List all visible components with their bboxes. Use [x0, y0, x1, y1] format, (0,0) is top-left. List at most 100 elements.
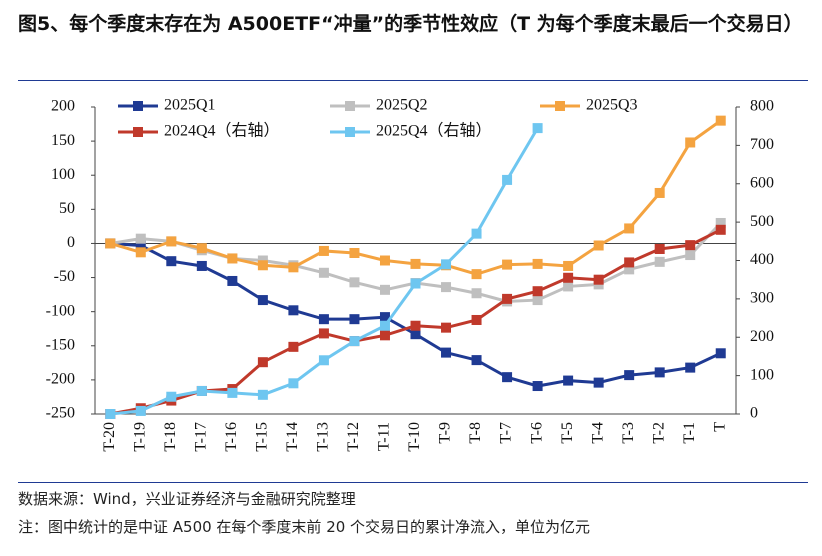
x-tick-label: T-15	[254, 422, 271, 452]
legend-label: 2024Q4（右轴）	[164, 122, 280, 140]
point	[135, 247, 146, 258]
point	[410, 329, 421, 340]
legend-label: 2025Q1	[164, 97, 216, 114]
point	[563, 272, 574, 283]
point	[257, 260, 268, 271]
point	[593, 377, 604, 388]
point	[379, 312, 390, 323]
legend-label: 2025Q4（右轴）	[376, 122, 492, 140]
point	[563, 260, 574, 271]
x-tick-label: T-18	[162, 422, 179, 452]
x-tick-label: T-10	[406, 422, 423, 452]
point	[532, 381, 543, 392]
point	[410, 258, 421, 269]
point	[502, 372, 513, 383]
legend-marker	[555, 101, 565, 111]
point	[349, 247, 360, 258]
point	[624, 370, 635, 381]
point	[715, 115, 726, 126]
point	[105, 238, 116, 249]
point	[135, 405, 146, 416]
point	[715, 348, 726, 359]
point	[288, 305, 299, 316]
point	[410, 278, 421, 289]
x-tick-label: T-19	[131, 422, 148, 452]
point	[685, 137, 696, 148]
x-tick-label: T-13	[315, 422, 332, 452]
point	[318, 245, 329, 256]
point	[654, 243, 665, 254]
point	[257, 357, 268, 368]
x-tick-label: T-16	[223, 422, 240, 452]
note: 注：图中统计的是中证 A500 在每个季度末前 20 个交易日的累计净流入，单位…	[18, 518, 591, 536]
y-tick-label: 0	[67, 234, 75, 251]
point	[593, 240, 604, 251]
point	[257, 295, 268, 306]
point	[532, 286, 543, 297]
x-tick-label: T	[711, 422, 728, 432]
divider	[18, 482, 808, 483]
x-tick-label: T-3	[620, 422, 637, 444]
point	[288, 341, 299, 352]
point	[379, 255, 390, 266]
point	[654, 187, 665, 198]
y2-tick-label: 700	[750, 136, 774, 153]
point	[532, 258, 543, 269]
point	[471, 269, 482, 280]
legend-marker	[345, 101, 355, 111]
x-tick-label: T-17	[193, 422, 210, 452]
point	[563, 281, 574, 292]
y-tick-label: -150	[46, 336, 75, 353]
x-tick-label: T-7	[498, 422, 515, 444]
point	[318, 355, 329, 366]
x-tick-label: T-14	[284, 422, 301, 452]
x-tick-label: T-4	[589, 422, 606, 444]
point	[349, 277, 360, 288]
point	[624, 223, 635, 234]
y-tick-label: -250	[46, 405, 75, 422]
point	[135, 233, 146, 244]
divider	[18, 80, 808, 81]
point	[227, 253, 238, 264]
point	[166, 256, 177, 267]
point	[502, 174, 513, 185]
y2-tick-label: 500	[750, 213, 774, 230]
point	[227, 275, 238, 286]
point	[379, 330, 390, 341]
legend-label: 2025Q2	[376, 97, 428, 114]
legend-marker	[133, 101, 143, 111]
point	[685, 240, 696, 251]
y-tick-label: 50	[59, 200, 75, 217]
point	[349, 336, 360, 347]
y2-tick-label: 0	[750, 405, 758, 422]
point	[135, 240, 146, 251]
y-tick-label: -50	[54, 268, 75, 285]
point	[715, 224, 726, 235]
x-tick-label: T-8	[467, 422, 484, 444]
y-tick-label: 100	[51, 166, 75, 183]
y2-tick-label: 800	[750, 98, 774, 115]
y2-tick-label: 600	[750, 174, 774, 191]
point	[593, 274, 604, 285]
point	[471, 288, 482, 299]
point	[318, 314, 329, 325]
x-tick-label: T-12	[345, 422, 362, 452]
x-tick-label: T-5	[559, 422, 576, 444]
point	[318, 328, 329, 339]
point	[318, 267, 329, 278]
x-tick-label: T-11	[376, 422, 393, 451]
legend-marker	[133, 127, 143, 137]
point	[624, 264, 635, 275]
point	[654, 367, 665, 378]
y2-tick-label: 100	[750, 366, 774, 383]
chart: -250 -200 -150 -100 -50 0 50 100 150 200 0 100 200 30…	[46, 97, 774, 452]
point	[471, 355, 482, 366]
point	[196, 260, 207, 271]
point	[441, 347, 452, 358]
point	[257, 389, 268, 400]
x-tick-label: T-9	[437, 422, 454, 444]
point	[502, 259, 513, 270]
y2-tick-label: 400	[750, 251, 774, 268]
point	[349, 314, 360, 325]
